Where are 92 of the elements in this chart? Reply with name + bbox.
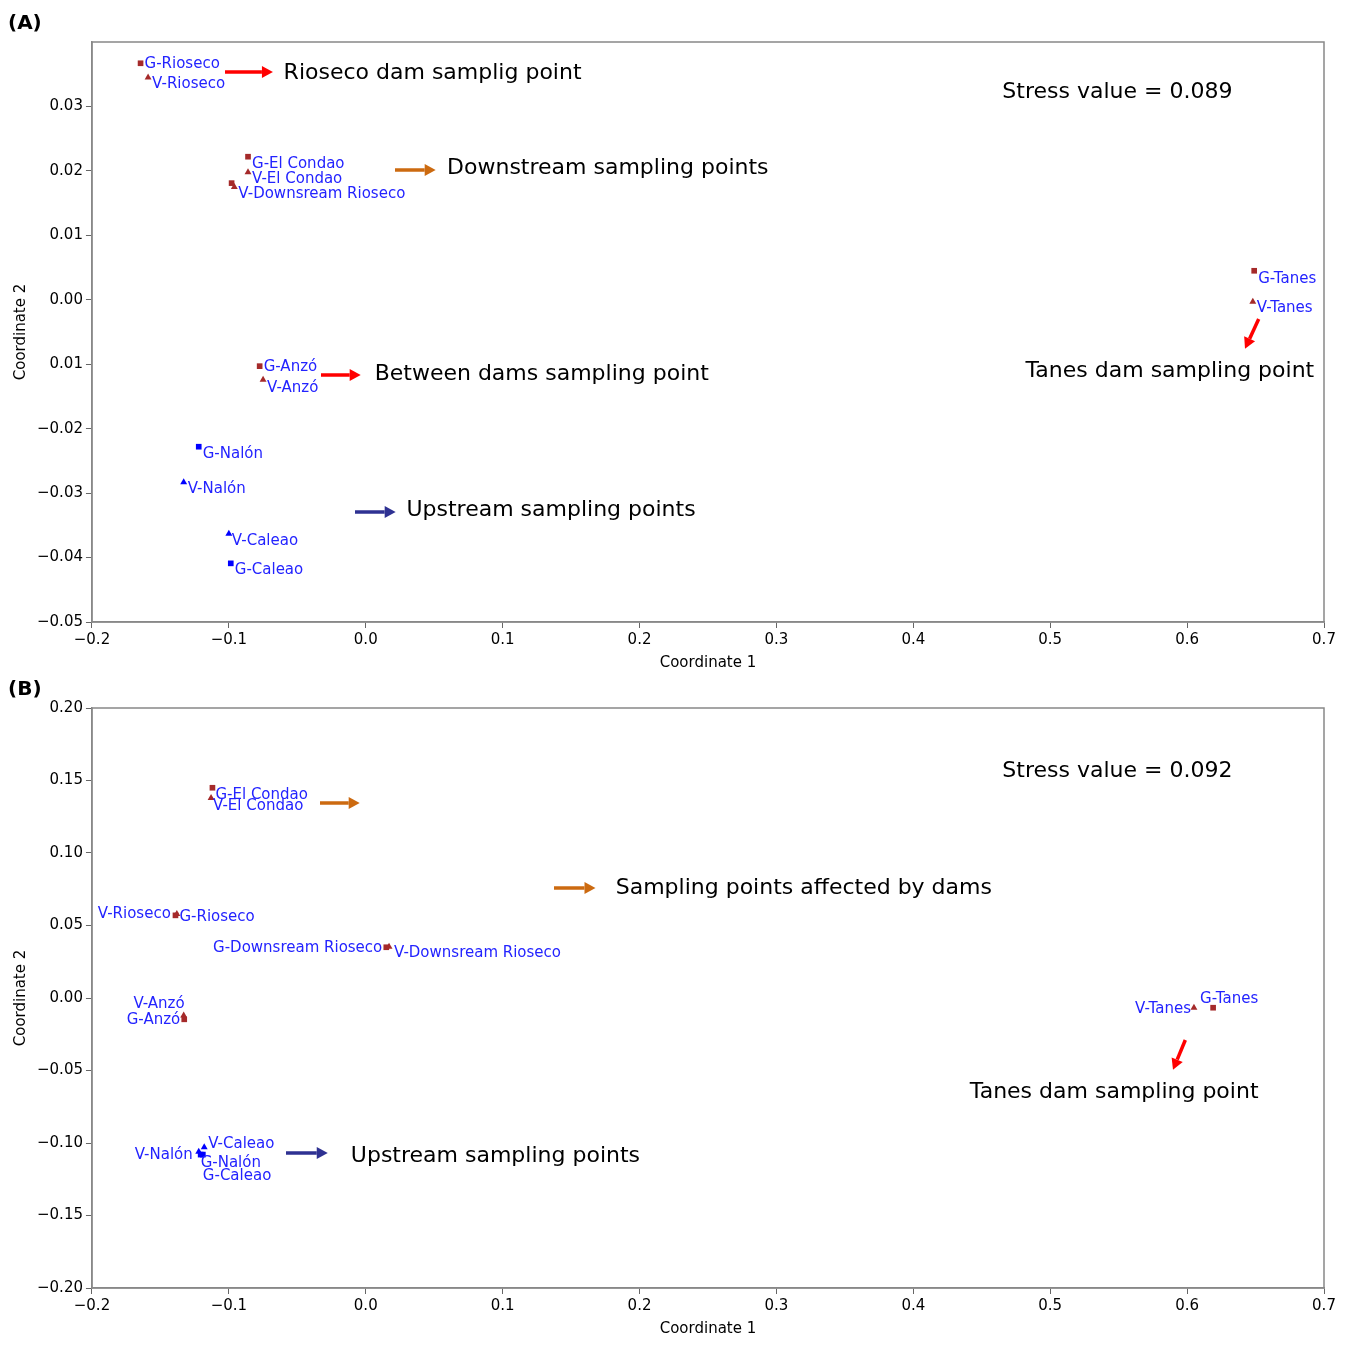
chart-title: (B) bbox=[8, 676, 42, 701]
x-tick-label: 0.1 bbox=[490, 1295, 515, 1314]
point bbox=[180, 478, 188, 485]
annotation: V-Downsream Rioseco bbox=[394, 942, 562, 961]
annotation: Between dams sampling point bbox=[374, 359, 710, 385]
chart-title: (A) bbox=[8, 10, 42, 35]
annotation: V-Anzó bbox=[267, 377, 319, 396]
annotation: Upstream sampling points bbox=[406, 496, 696, 522]
annotation: Downstream sampling points bbox=[447, 154, 769, 180]
y-tick-label: 0.01 bbox=[49, 354, 83, 373]
annotation: V-Tanes bbox=[1256, 297, 1313, 316]
annotation: G-Tanes bbox=[1258, 268, 1317, 287]
x-tick-label: 0.7 bbox=[1312, 629, 1336, 648]
x-tick-label: −0.1 bbox=[210, 1295, 248, 1314]
annotation: G-Nalón bbox=[202, 443, 264, 462]
y-tick-label: −0.15 bbox=[37, 1205, 83, 1224]
point bbox=[244, 168, 252, 175]
annotation: V-Caleao bbox=[231, 530, 299, 549]
x-axis-title: Coordinate 1 bbox=[659, 652, 757, 671]
point bbox=[259, 375, 267, 382]
annotation: V-Rioseco bbox=[152, 74, 226, 93]
x-tick-label: 0.5 bbox=[1038, 1295, 1063, 1314]
point bbox=[245, 153, 251, 160]
x-tick-label: 0.6 bbox=[1175, 1295, 1200, 1314]
point bbox=[230, 183, 238, 189]
annotation: G-Rioseco bbox=[179, 907, 255, 926]
x-tick-label: −0.2 bbox=[73, 1295, 111, 1314]
annotation: V-Downsream Rioseco bbox=[238, 183, 406, 202]
y-tick-label: −0.03 bbox=[37, 483, 83, 501]
y-axis-title: Coordinate 2 bbox=[10, 283, 29, 381]
y-tick-label: 0.02 bbox=[49, 160, 83, 179]
point bbox=[207, 793, 215, 800]
point bbox=[225, 529, 233, 536]
annotation: G-Downsream Rioseco bbox=[213, 938, 383, 957]
point bbox=[209, 784, 216, 791]
y-tick-label: 0.20 bbox=[49, 697, 83, 716]
annotation: Stress value = 0.089 bbox=[1002, 77, 1233, 103]
x-tick-label: 0.0 bbox=[353, 1295, 378, 1314]
x-tick-label: 0.5 bbox=[1038, 629, 1063, 648]
point bbox=[1251, 267, 1258, 274]
y-tick-label: 0.00 bbox=[49, 289, 83, 308]
annotation: V-Nalón bbox=[187, 479, 246, 498]
y-tick-label: −0.04 bbox=[37, 547, 83, 566]
x-axis-title: Coordinate 1 bbox=[659, 1318, 757, 1337]
y-tick-label: −0.02 bbox=[37, 418, 83, 437]
annotation: V-Caleao bbox=[208, 1134, 275, 1153]
point bbox=[137, 60, 144, 67]
y-tick-label: 0.05 bbox=[49, 915, 83, 934]
x-tick-label: 0.2 bbox=[627, 629, 652, 648]
x-tick-label: 0.4 bbox=[901, 1295, 926, 1314]
x-tick-label: −0.1 bbox=[210, 629, 248, 648]
annotation: G-Anzó bbox=[263, 357, 318, 376]
point bbox=[256, 363, 263, 369]
y-tick-label: 0.01 bbox=[49, 225, 83, 244]
annotation: Tanes dam sampling point bbox=[968, 1077, 1259, 1103]
y-tick-label: 0.10 bbox=[49, 842, 83, 861]
point bbox=[1210, 1004, 1216, 1011]
x-tick-label: −0.2 bbox=[73, 629, 111, 648]
annotation: G-Anzó bbox=[126, 1010, 181, 1029]
annotation: Tanes dam sampling point bbox=[1024, 357, 1315, 383]
y-tick-label: 0.00 bbox=[49, 987, 83, 1006]
y-tick-label: −0.05 bbox=[37, 1060, 83, 1079]
x-tick-label: 0.6 bbox=[1175, 629, 1200, 648]
annotation: Stress value = 0.092 bbox=[1002, 756, 1233, 782]
y-tick-label: 0.03 bbox=[49, 96, 83, 115]
x-tick-label: 0.3 bbox=[764, 629, 789, 648]
x-tick-label: 0.0 bbox=[353, 629, 378, 648]
annotation: G-Tanes bbox=[1200, 988, 1259, 1007]
annotation: Upstream sampling points bbox=[350, 1142, 641, 1168]
annotation: G-Rioseco bbox=[144, 54, 220, 73]
x-tick-label: 0.1 bbox=[490, 629, 515, 648]
y-tick-label: −0.20 bbox=[37, 1277, 83, 1296]
point bbox=[181, 1016, 188, 1023]
x-tick-label: 0.3 bbox=[764, 1295, 789, 1314]
point bbox=[1249, 297, 1257, 304]
point bbox=[227, 560, 234, 567]
point bbox=[195, 443, 202, 450]
annotation: V-Rioseco bbox=[97, 903, 171, 922]
x-tick-label: 0.7 bbox=[1312, 1295, 1336, 1314]
x-tick-label: 0.2 bbox=[627, 1295, 652, 1314]
y-axis-title: Coordinate 2 bbox=[10, 949, 29, 1047]
annotation: G-El Condao bbox=[252, 153, 345, 172]
y-tick-label: 0.15 bbox=[49, 770, 83, 789]
annotation: G-Caleao bbox=[234, 560, 304, 579]
annotation: V-Tanes bbox=[1135, 998, 1192, 1017]
annotation: Sampling points affected by dams bbox=[615, 873, 992, 899]
x-tick-label: 0.4 bbox=[901, 629, 926, 648]
y-tick-label: −0.05 bbox=[37, 611, 83, 630]
annotation: Rioseco dam samplig point bbox=[283, 58, 582, 84]
annotation: V-Nalón bbox=[134, 1144, 193, 1163]
point bbox=[228, 180, 235, 186]
y-tick-label: −0.10 bbox=[37, 1132, 83, 1151]
